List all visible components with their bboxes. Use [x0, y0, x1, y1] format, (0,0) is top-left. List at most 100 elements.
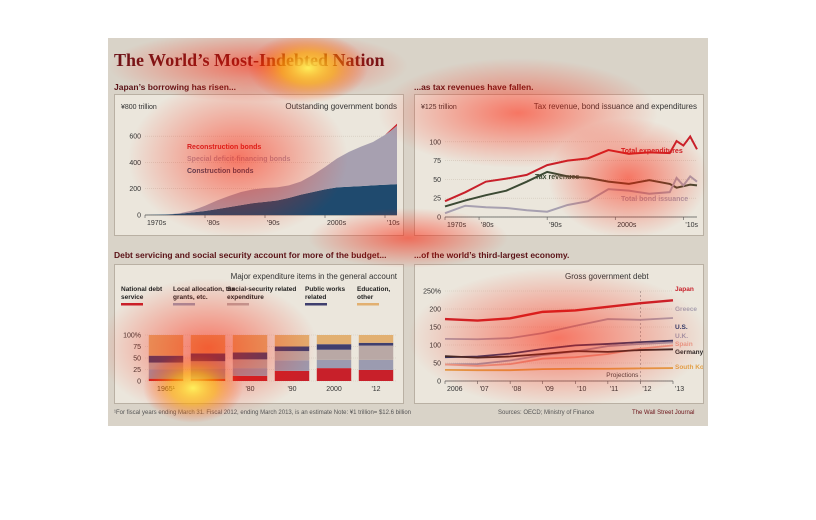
- bar-national-debt-service: [148, 378, 184, 381]
- panel4-heading: Gross government debt: [565, 272, 649, 281]
- legend-national-debt-service: National debt: [121, 286, 163, 293]
- y-tick-label: 600: [129, 134, 141, 141]
- legend-public-works-related-line2: related: [305, 294, 326, 301]
- bar-social-security-related-expenditure: [232, 359, 268, 369]
- y-tick-label: 0: [137, 213, 141, 220]
- legend-education-other: Education,: [357, 286, 390, 293]
- bar-public-works-related: [316, 344, 352, 350]
- line-total-expenditures: [444, 134, 698, 203]
- panel-government-debt: Gross government debt 0 50 100 150 200 250% 20…: [414, 264, 714, 404]
- bar-social-security-related-expenditure: [274, 351, 310, 361]
- legend-swatch-social-security-related-expenditure: [227, 303, 249, 306]
- y-tick-label: 0: [437, 215, 441, 222]
- bonds-chart: ¥800 trillion Outstanding government bon…: [121, 102, 400, 227]
- legend-reconstruction-bonds: Reconstruction bonds: [187, 144, 261, 151]
- bar-national-debt-service: [358, 369, 394, 381]
- label-total-expenditures: Total expenditures: [621, 148, 683, 155]
- y-tick-label: 400: [129, 160, 141, 167]
- panel-expenditure: Major expenditure items in the general a…: [114, 264, 404, 404]
- legend-public-works-related: Public works: [305, 286, 345, 293]
- x-tick-label: '13: [675, 386, 684, 393]
- label-germany: Germany: [675, 349, 703, 356]
- bar-local-allocation-tax-grants-etc: [358, 359, 394, 370]
- x-tick-label: '10s: [685, 222, 698, 229]
- legend-construction-bonds: Construction bonds: [187, 168, 254, 175]
- y-tick-label: 250%: [423, 289, 441, 296]
- legend-education-other-line2: other: [357, 294, 374, 301]
- bar-national-debt-service: [190, 378, 226, 381]
- bar-public-works-related: [358, 342, 394, 346]
- x-tick-label: 2000s: [327, 220, 347, 227]
- x-tick-label: 2006: [447, 386, 463, 393]
- bar-local-allocation-tax-grants-etc: [316, 359, 352, 369]
- y-tick-label: 50: [433, 361, 441, 368]
- x-tick-label: '08: [512, 386, 521, 393]
- label-greece: Greece: [675, 306, 697, 313]
- x-tick-label: '11: [610, 386, 619, 393]
- bar-public-works-related: [274, 346, 310, 352]
- bar-social-security-related-expenditure: [316, 349, 352, 360]
- panel4-subtitle: ...of the world’s third-largest economy.: [414, 250, 570, 260]
- bar-national-debt-service: [274, 370, 310, 381]
- x-tick-label: 1970s: [447, 222, 467, 229]
- label-south-korea: South Korea: [675, 364, 703, 371]
- x-tick-label: '09: [545, 386, 554, 393]
- y-tick-label: 75: [433, 158, 441, 165]
- panel2-unit: ¥125 trillion: [421, 104, 457, 111]
- bar-national-debt-service: [316, 368, 352, 381]
- bar-education-other: [148, 335, 184, 356]
- bar-national-debt-service: [232, 375, 268, 381]
- bar-education-other: [316, 335, 352, 345]
- x-tick-label: '80: [245, 386, 254, 393]
- x-tick-label: 1965¹: [157, 386, 176, 393]
- panel-outstanding-bonds: ¥800 trillion Outstanding government bon…: [114, 94, 404, 236]
- y-tick-label: 0: [437, 379, 441, 386]
- x-tick-label: '90s: [267, 220, 280, 227]
- bar-local-allocation-tax-grants-etc: [148, 369, 184, 379]
- y-tick-label: 200: [129, 186, 141, 193]
- y-tick-label: 100%: [123, 333, 141, 340]
- legend-social-security-related-expenditure: Social-security related: [227, 286, 296, 293]
- y-tick-label: 0: [137, 379, 141, 386]
- bar-social-security-related-expenditure: [358, 345, 394, 360]
- legend-national-debt-service-line2: service: [121, 294, 144, 301]
- y-tick-label: 100: [429, 343, 441, 350]
- x-tick-label: 2000s: [617, 222, 637, 229]
- panel2-heading: Tax revenue, bond issuance and expenditu…: [534, 102, 697, 111]
- y-tick-label: 25: [133, 367, 141, 374]
- y-tick-label: 100: [429, 139, 441, 146]
- bar-social-security-related-expenditure: [148, 362, 184, 370]
- bar-public-works-related: [148, 355, 184, 363]
- bar-public-works-related: [190, 353, 226, 362]
- legend-swatch-national-debt-service: [121, 303, 143, 306]
- legend-special-deficit-financing-bonds: Special deficit-financing bonds: [187, 156, 291, 163]
- bar-education-other: [190, 335, 226, 354]
- expenditure-chart: Major expenditure items in the general a…: [121, 272, 398, 393]
- y-tick-label: 75: [133, 344, 141, 351]
- label-tax-revenues: Tax revenues: [535, 174, 579, 181]
- line-south-korea: [444, 367, 674, 372]
- y-tick-label: 200: [429, 307, 441, 314]
- y-tick-label: 150: [429, 325, 441, 332]
- legend-swatch-education-other: [357, 303, 379, 306]
- label-u-k: U.K.: [675, 333, 688, 340]
- bar-social-security-related-expenditure: [190, 361, 226, 369]
- debt-chart: Gross government debt 0 50 100 150 200 250% 20…: [423, 272, 714, 393]
- bar-local-allocation-tax-grants-etc: [274, 360, 310, 371]
- x-tick-label: '10s: [387, 220, 400, 227]
- x-tick-label: 2000: [326, 386, 342, 393]
- panel-tax-revenue: ¥125 trillion Tax revenue, bond issuance…: [414, 94, 704, 236]
- x-tick-label: '90s: [549, 222, 562, 229]
- legend-social-security-related-expenditure-line2: expenditure: [227, 294, 264, 301]
- label-spain: Spain: [675, 341, 693, 348]
- panel1-subtitle: Japan’s borrowing has risen...: [114, 82, 237, 92]
- footnote: ¹For fiscal years ending March 31. Fisca…: [114, 410, 411, 416]
- infographic: The World’s Most-Indebted Nation Japan’s…: [108, 38, 714, 426]
- panel1-heading: Outstanding government bonds: [285, 102, 397, 111]
- panel1-unit: ¥800 trillion: [121, 104, 157, 111]
- x-tick-label: '07: [480, 386, 489, 393]
- line-japan: [444, 299, 674, 322]
- label-u-s: U.S.: [675, 324, 688, 331]
- legend-swatch-local-allocation-tax-grants-etc: [173, 303, 195, 306]
- bar-local-allocation-tax-grants-etc: [232, 368, 268, 376]
